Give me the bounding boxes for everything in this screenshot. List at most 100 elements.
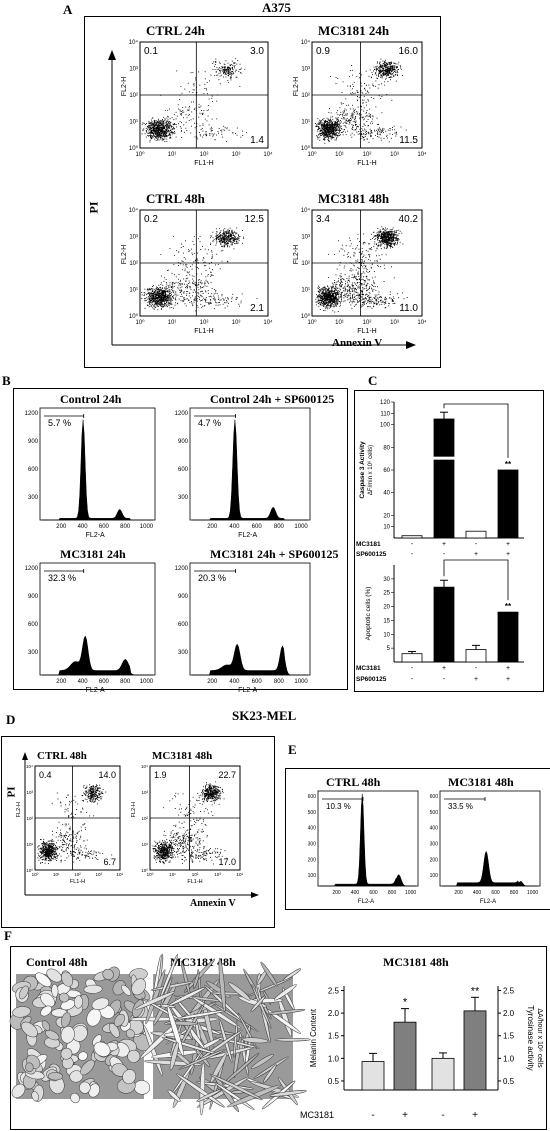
x-tick-label: 800 xyxy=(120,524,131,530)
f-right-tick-label: 1.0 xyxy=(503,1054,515,1063)
histogram-shape xyxy=(42,635,153,676)
panel-b-histogram-2: 1200 900 600 300 200 400 600 800 1000 FL2-A 32.3 % xyxy=(25,562,156,694)
y-tick-label: 300 xyxy=(308,842,317,848)
quadrant-lr-value: 11.0 xyxy=(399,303,418,314)
panel-d-box xyxy=(1,736,275,928)
y-tick-label: 1200 xyxy=(175,566,189,572)
y-tick-label: 100 xyxy=(430,873,439,879)
x-tick-label: 600 xyxy=(491,890,500,896)
caspase-sign: - xyxy=(443,551,446,558)
y-tick-label: 600 xyxy=(28,622,39,628)
apoptotic-tick-label: 25 xyxy=(383,591,390,597)
quadrant-ur-value: 3.0 xyxy=(250,46,264,57)
f-bar xyxy=(431,1057,455,1091)
quadrant-lr-value: 1.4 xyxy=(250,135,264,146)
caspase-tick-label: 60 xyxy=(383,468,390,474)
f-right-axis-label-2: ΔA/hour x 10⁶ cells xyxy=(536,1008,543,1068)
y-tick-label: 10² xyxy=(141,816,148,821)
panel-b-histo-title-2: MC3181 24h xyxy=(60,547,126,561)
quadrant-lr-value: 6.7 xyxy=(103,857,116,867)
x-tick-label: 10³ xyxy=(390,152,399,158)
y-tick-label: 10¹ xyxy=(141,842,148,847)
x-tick-label: 600 xyxy=(252,679,263,685)
caspase-tick-label: 110 xyxy=(380,411,390,417)
caspase-y-label-2: ΔF/min x 10⁶ cells) xyxy=(367,445,374,495)
y-tick-label: 900 xyxy=(178,594,189,600)
histogram-shape xyxy=(192,419,308,521)
y-axis-label: FL2-H xyxy=(293,77,300,96)
y-tick-label: 10¹ xyxy=(129,120,138,126)
x-tick-label: 10³ xyxy=(214,872,221,877)
x-tick-label: 600 xyxy=(99,679,110,685)
caspase-bar xyxy=(401,535,423,539)
x-tick-label: 10¹ xyxy=(53,872,60,877)
x-tick-label: 10² xyxy=(363,152,372,158)
quadrant-lr-value: 11.5 xyxy=(399,135,418,146)
x-axis-label: FL1-H xyxy=(70,879,85,885)
f-left-tick-label: 1.0 xyxy=(328,1054,340,1063)
x-tick-label: 1000 xyxy=(294,679,308,685)
x-axis-label: FL1-H xyxy=(357,328,376,335)
apoptotic-bracket xyxy=(443,559,509,601)
caspase-sign: - xyxy=(411,551,414,558)
x-axis-label: FL2-A xyxy=(238,532,257,539)
f-sign: - xyxy=(441,1110,444,1121)
quadrant-ul-value: 0.4 xyxy=(39,770,52,780)
caspase-sign: - xyxy=(475,541,478,548)
f-sign: + xyxy=(472,1110,478,1121)
apoptotic-y-label: Apoptotic cells (%) xyxy=(365,587,372,641)
apoptotic-bar xyxy=(497,611,519,663)
y-tick-label: 10⁰ xyxy=(129,145,139,152)
y-tick-label: 10⁴ xyxy=(141,764,148,769)
y-tick-label: 100 xyxy=(308,873,317,879)
y-tick-label: 10² xyxy=(301,93,310,99)
x-axis-label: FL1-H xyxy=(187,879,202,885)
scatter-dots xyxy=(315,58,407,144)
x-tick-label: 400 xyxy=(351,890,360,896)
y-tick-label: 1200 xyxy=(25,566,39,572)
quadrant-ur-value: 12.5 xyxy=(245,214,265,225)
x-tick-label: 10⁴ xyxy=(117,872,124,877)
micrograph-control xyxy=(9,966,151,1104)
caspase-sign: + xyxy=(506,541,510,548)
f-significance-1: * xyxy=(403,997,408,1009)
x-tick-label: 10¹ xyxy=(335,320,344,326)
x-tick-label: 800 xyxy=(274,524,285,530)
caspase-sign: + xyxy=(474,551,478,558)
panel-b-label: B xyxy=(2,373,11,388)
y-tick-label: 10⁰ xyxy=(141,868,148,873)
x-tick-label: 1000 xyxy=(140,524,154,530)
sk23-title: SK23-MEL xyxy=(232,708,297,723)
apoptotic-sign: + xyxy=(474,676,478,683)
x-tick-label: 10⁰ xyxy=(147,872,154,877)
y-tick-label: 500 xyxy=(430,810,439,816)
y-tick-label: 300 xyxy=(178,650,189,656)
caspase-sign: + xyxy=(506,551,510,558)
quadrant-lr-value: 17.0 xyxy=(218,857,236,867)
f-left-tick-label: 2.0 xyxy=(328,1009,340,1018)
quadrant-ul-value: 0.1 xyxy=(144,46,158,57)
y-tick-label: 10³ xyxy=(129,67,138,73)
quadrant-ur-value: 22.7 xyxy=(218,770,236,780)
panel-f-label: F xyxy=(4,928,12,943)
y-tick-label: 900 xyxy=(178,439,189,445)
panel-e-histogram-0: 600 500 400 300 200 100 200 400 600 800 1000 FL2-A 1… xyxy=(308,790,419,905)
apoptotic-tick-label: 30 xyxy=(383,577,390,583)
apoptotic-sign: + xyxy=(506,665,510,672)
y-tick-label: 400 xyxy=(308,826,317,832)
x-tick-label: 800 xyxy=(510,890,519,896)
x-tick-label: 1000 xyxy=(140,679,154,685)
panel-a-label: A xyxy=(63,2,73,17)
panel-b-histogram-1: 1200 900 600 300 200 400 600 800 1000 FL2-A 4.7 % xyxy=(175,407,311,539)
x-tick-label: 10⁴ xyxy=(417,151,427,158)
y-tick-label: 10³ xyxy=(301,235,310,241)
panel-d-label: D xyxy=(6,712,16,727)
y-tick-label: 10⁰ xyxy=(129,313,139,320)
scatter-dots xyxy=(37,784,113,864)
panel-e-histogram-1: 600 500 400 300 200 100 200 400 600 800 1000 FL2-A 3… xyxy=(430,790,541,905)
caspase-sign: - xyxy=(411,541,414,548)
